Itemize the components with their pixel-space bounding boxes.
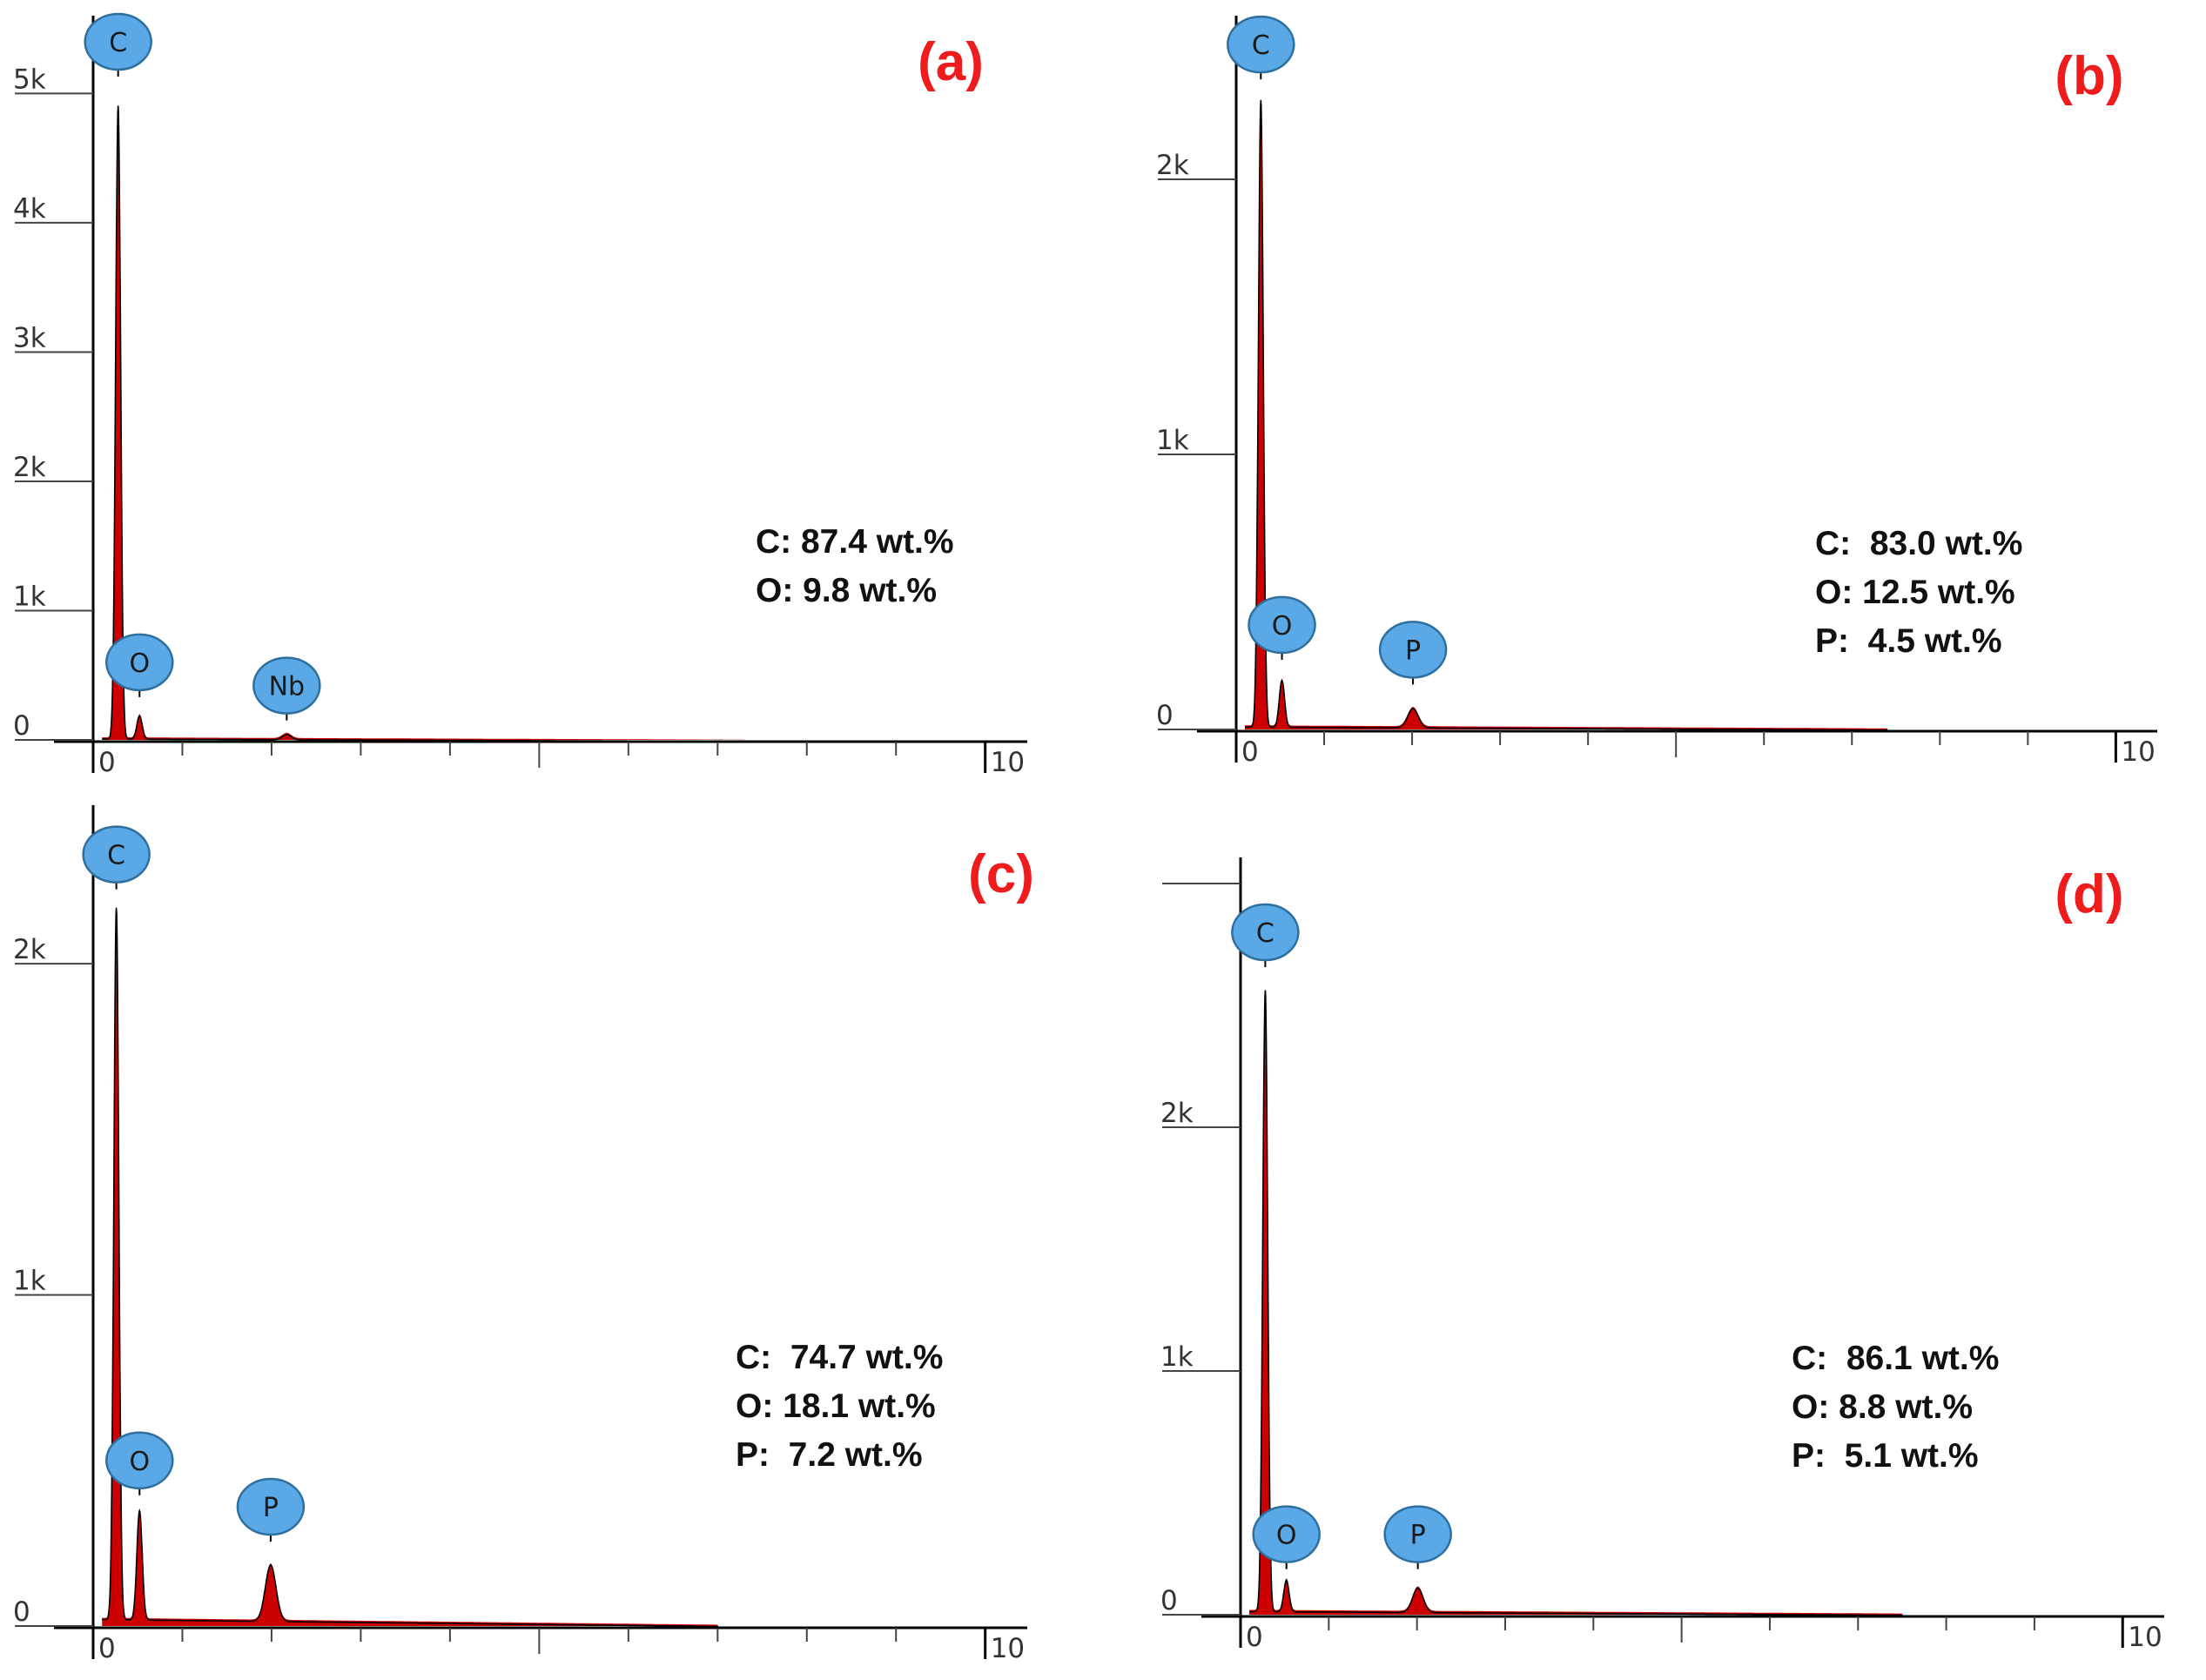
spectrum-line (1249, 990, 1929, 1617)
element-marker-p: P (1383, 1505, 1452, 1569)
x-tick-label: 0 (98, 747, 116, 778)
element-badge (105, 1431, 174, 1490)
element-symbol: C (107, 841, 125, 871)
composition-line: C: 83.0 wt.% (1815, 525, 2022, 562)
y-tick-label: 1k (13, 1266, 46, 1297)
x-tick-label: 10 (2128, 1622, 2162, 1653)
composition-line: O: 8.8 wt.% (1792, 1388, 1973, 1426)
element-badge (105, 633, 174, 692)
element-symbol: C (1256, 918, 1275, 949)
x-tick-label: 0 (1241, 736, 1259, 768)
panel-label: (d) (2055, 864, 2123, 924)
element-symbol: Nb (269, 672, 305, 702)
element-marker-o: O (1248, 595, 1316, 660)
y-tick-label: 0 (1156, 700, 1174, 731)
y-tick-label: 5k (13, 64, 46, 95)
element-symbol: C (1252, 30, 1270, 61)
element-symbol: P (263, 1493, 279, 1523)
panel-label: (a) (918, 32, 984, 92)
element-symbol: P (1405, 635, 1421, 666)
composition-line: O: 18.1 wt.% (736, 1388, 936, 1425)
composition-line: O: 9.8 wt.% (756, 572, 937, 609)
eds-panel-a: 0 1k 2k 3k 4k 5k 0 10 C O Nb (a) C: 87.4 wt.% O: 9.8 … (13, 12, 1027, 778)
element-symbol: O (1272, 611, 1293, 642)
x-tick-label: 10 (991, 747, 1025, 778)
element-symbol: O (129, 648, 150, 679)
element-badge (1231, 903, 1300, 962)
element-badge (82, 825, 151, 884)
element-symbol: P (1410, 1521, 1426, 1551)
composition-line: C: 74.7 wt.% (736, 1339, 943, 1376)
element-marker-o: O (105, 1431, 174, 1495)
x-tick-label: 10 (2121, 736, 2155, 768)
composition-line: O: 12.5 wt.% (1815, 574, 2015, 611)
x-tick-label: 10 (991, 1633, 1025, 1664)
element-symbol: O (129, 1447, 150, 1477)
y-tick-label: 1k (1156, 425, 1189, 456)
element-badge (1383, 1505, 1452, 1563)
y-tick-label: 2k (1156, 150, 1189, 181)
element-symbol: O (1276, 1521, 1297, 1551)
y-tick-label: 1k (13, 581, 46, 612)
element-marker-o: O (105, 633, 174, 697)
y-tick-label: 2k (13, 934, 46, 965)
element-symbol: C (109, 28, 127, 58)
y-tick-label: 0 (13, 710, 30, 742)
eds-panel-c: 0 1k 2k 0 10 C O P (c) C: 74.7 wt.% O: 18.1 wt.% P:… (13, 805, 1034, 1664)
y-tick-label: 0 (13, 1596, 30, 1628)
element-badge (236, 1477, 306, 1536)
eds-panel-d: 0 1k 2k 0 10 C O P (d) C: 86.1 wt.% O: 8.8 wt.% P: … (1160, 857, 2164, 1653)
y-tick-label: 1k (1160, 1341, 1194, 1373)
y-tick-label: 3k (13, 322, 46, 353)
element-badge (1378, 621, 1448, 679)
y-tick-label: 4k (13, 193, 46, 225)
panel-label: (b) (2055, 46, 2123, 106)
element-marker-p: P (236, 1477, 306, 1542)
element-marker-c: C (1227, 15, 1295, 80)
element-marker-c: C (1231, 903, 1300, 967)
element-badge (1248, 595, 1316, 655)
spectrum-area (102, 905, 790, 1626)
element-marker-c: C (84, 12, 152, 77)
spectrum-area (1249, 988, 1929, 1615)
composition-line: P: 4.5 wt.% (1815, 622, 2002, 660)
element-badge (1252, 1505, 1321, 1563)
composition-line: P: 7.2 wt.% (736, 1436, 923, 1474)
spectrum-line (102, 907, 790, 1629)
y-tick-label: 2k (1160, 1098, 1194, 1129)
composition-line: P: 5.1 wt.% (1792, 1437, 1979, 1475)
element-marker-p: P (1378, 621, 1448, 685)
spectrum-line (1245, 99, 1923, 732)
spectrum-line (102, 105, 790, 743)
spectrum-area (102, 104, 790, 740)
x-tick-label: 0 (1246, 1622, 1263, 1653)
element-marker-c: C (82, 825, 151, 890)
composition-line: C: 87.4 wt.% (756, 523, 954, 561)
element-badge (1227, 15, 1295, 74)
element-badge (84, 12, 152, 71)
y-tick-label: 0 (1160, 1585, 1178, 1616)
y-tick-label: 2k (13, 452, 46, 483)
element-marker-nb: Nb (252, 656, 321, 721)
eds-panel-b: 0 1k 2k 0 10 C O P (b) C: 83.0 wt.% O: 12.5 wt.% P:… (1156, 15, 2157, 768)
panel-label: (c) (968, 844, 1034, 904)
element-marker-o: O (1252, 1505, 1321, 1569)
composition-line: C: 86.1 wt.% (1792, 1340, 1999, 1377)
element-badge (252, 656, 321, 715)
x-tick-label: 0 (98, 1633, 116, 1664)
